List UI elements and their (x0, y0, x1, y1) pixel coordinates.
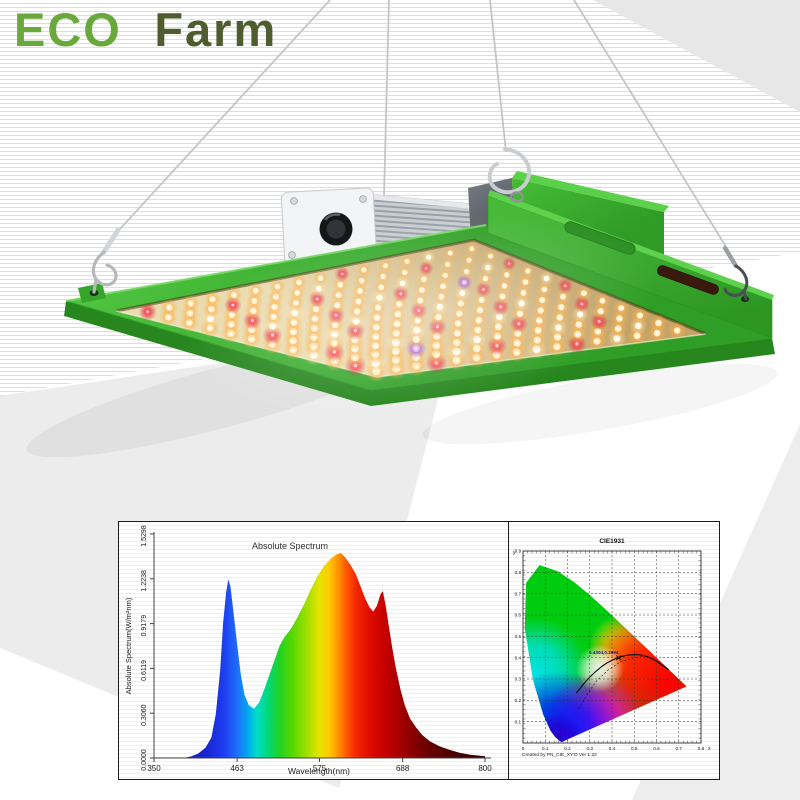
svg-text:0.9: 0.9 (515, 549, 522, 554)
svg-text:0.0000: 0.0000 (141, 749, 148, 771)
svg-text:1.2238: 1.2238 (141, 570, 148, 592)
svg-text:575: 575 (313, 764, 327, 773)
svg-text:0.5: 0.5 (515, 634, 522, 639)
svg-text:0.3: 0.3 (587, 746, 594, 751)
svg-text:0: 0 (522, 746, 525, 751)
eco-farm-logo: ECO Farm (14, 2, 277, 57)
cie-xlabel: x (708, 746, 711, 752)
spectrum-series: 350 463 575 688 800 0.0000 0.3060 0.6119 0.9179 1… (141, 525, 492, 773)
svg-text:350: 350 (147, 764, 161, 773)
svg-text:0.7: 0.7 (676, 746, 683, 751)
svg-text:1.5298: 1.5298 (141, 525, 148, 547)
svg-text:0.3: 0.3 (515, 677, 522, 682)
cie-point-label: 0.4304,0.3994 (589, 650, 619, 655)
svg-text:0.9179: 0.9179 (141, 615, 148, 637)
svg-text:0.2: 0.2 (515, 698, 522, 703)
daylight-locus (578, 655, 646, 710)
cie-point-marker (616, 655, 622, 661)
logo-text-farm: Farm (154, 3, 278, 56)
svg-text:0.5: 0.5 (631, 746, 638, 751)
spectrum-ylabel: Absolute Spectrum(W/m²nm) (124, 597, 133, 694)
spectrum-plot: 350 463 575 688 800 0.0000 0.3060 0.6119 0.9179 1… (124, 525, 492, 776)
svg-text:0.2: 0.2 (564, 746, 571, 751)
svg-text:0.3060: 0.3060 (141, 704, 148, 726)
svg-text:0.8: 0.8 (515, 570, 522, 575)
svg-text:0.7: 0.7 (515, 591, 522, 596)
hanging-hardware (78, 147, 749, 303)
board-glow (183, 213, 657, 419)
svg-text:0.4: 0.4 (515, 655, 522, 660)
svg-text:0.1: 0.1 (542, 746, 549, 751)
spectrum-area (154, 553, 485, 758)
svg-text:0.6: 0.6 (515, 613, 522, 618)
svg-text:0.8: 0.8 (698, 746, 705, 751)
svg-text:463: 463 (230, 764, 244, 773)
logo-text-eco: ECO (14, 3, 122, 56)
cie-title: CIE1931 (599, 538, 625, 545)
svg-text:0.6119: 0.6119 (141, 660, 148, 681)
frame-slot-dark (657, 265, 719, 295)
svg-text:800: 800 (478, 764, 492, 773)
svg-text:0.6: 0.6 (653, 746, 660, 751)
hanging-wires (107, 0, 729, 251)
spectrum-title: Absolute Spectrum (252, 541, 328, 551)
cie-ylabel: y (513, 550, 516, 556)
svg-text:688: 688 (396, 764, 410, 773)
cie-plot: 0 0.1 0.2 0.3 0.4 0.5 0.6 0.7 0.8 0.1 0.2 0.3 0.4 0.5… (513, 538, 711, 758)
cie-chromaticity-chart: 0 0.1 0.2 0.3 0.4 0.5 0.6 0.7 0.8 0.1 0.2 0.3 0.4 0.5… (508, 521, 720, 780)
absolute-spectrum-chart: 350 463 575 688 800 0.0000 0.3060 0.6119 0.9179 1… (118, 521, 510, 780)
cie-footer: Created by PN_CIE_XY'D Ver 1.22 (522, 752, 597, 758)
svg-text:0.4: 0.4 (609, 746, 616, 751)
spectrum-xlabel: Wavelength(nm) (288, 766, 350, 776)
svg-text:0.1: 0.1 (515, 719, 522, 724)
